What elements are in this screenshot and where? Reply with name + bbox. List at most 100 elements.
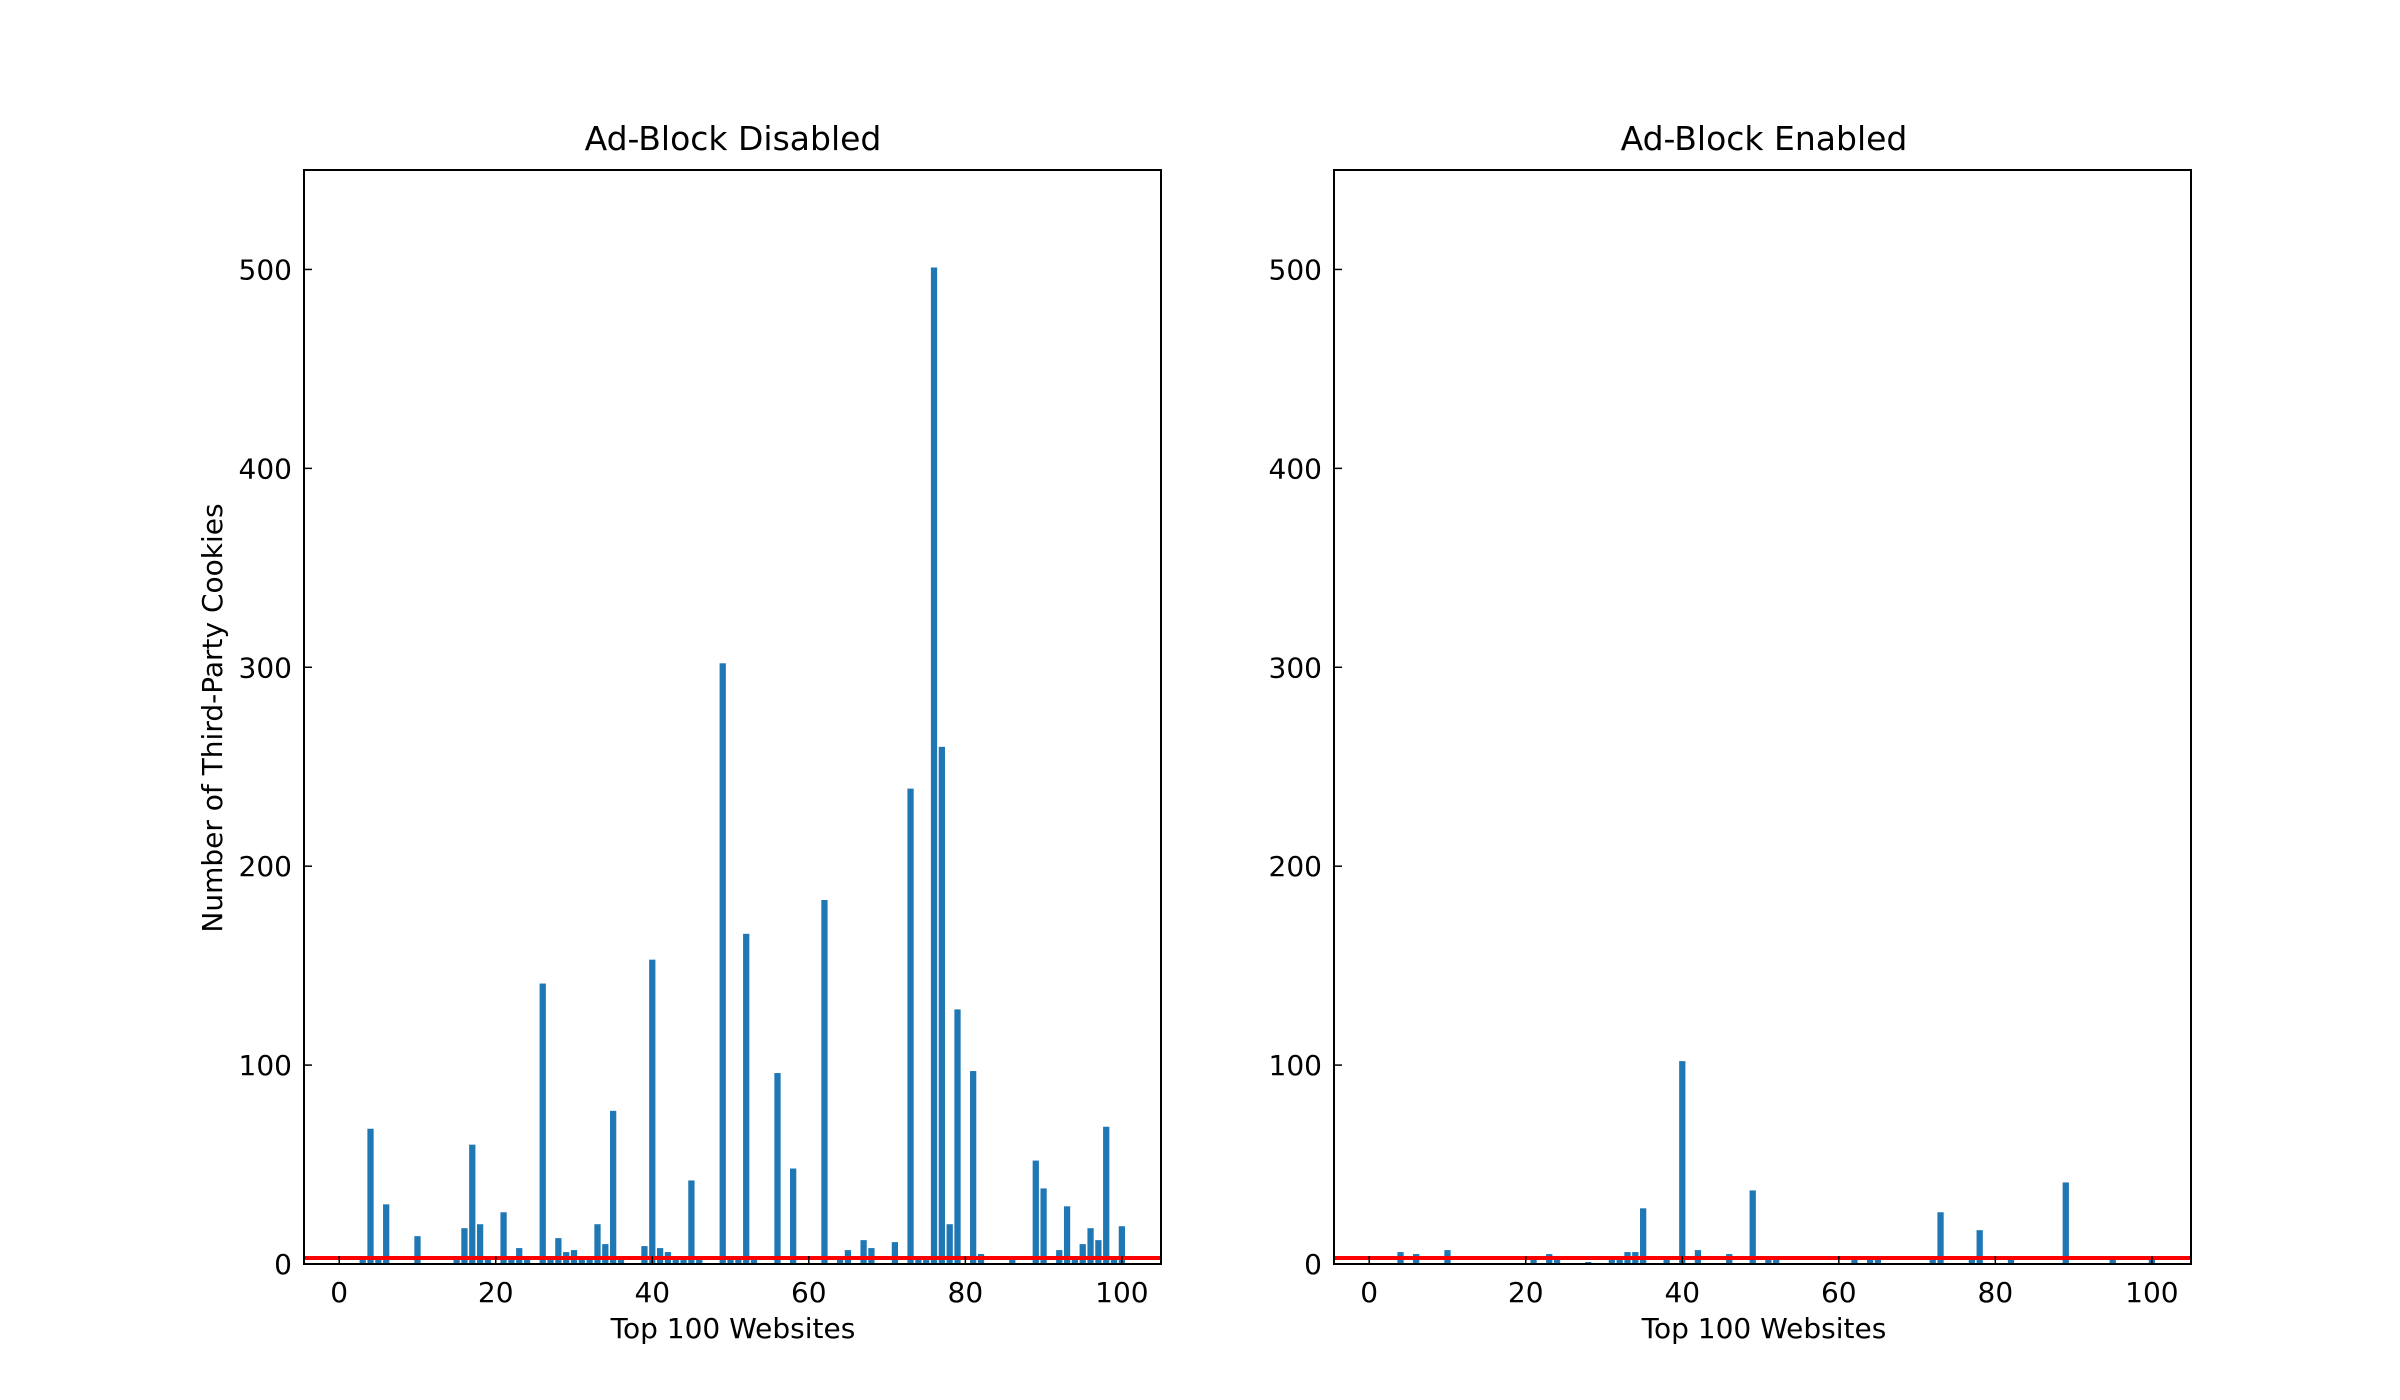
- x-tick-label-40: 40: [634, 1276, 670, 1309]
- y-axis-label: Number of Third-Party Cookies: [196, 503, 229, 932]
- plot-frame: [1333, 169, 2192, 1265]
- y-tick-label-300: 300: [239, 651, 292, 684]
- bar-site-90: [1040, 1188, 1047, 1264]
- bar-site-64: [1866, 1260, 1874, 1264]
- bar-site-32: [586, 1260, 593, 1264]
- bar-site-99: [1110, 1258, 1118, 1264]
- bar-site-10: [414, 1236, 421, 1264]
- bar-site-50: [727, 1258, 734, 1264]
- bar-site-75: [923, 1260, 930, 1264]
- y-tick-label-400: 400: [1269, 452, 1322, 485]
- y-tick-label-0: 0: [274, 1248, 292, 1281]
- bar-site-18: [476, 1224, 484, 1264]
- bar-site-62: [1851, 1260, 1858, 1264]
- bar-site-45: [688, 1180, 695, 1264]
- bar-site-6: [383, 1204, 390, 1264]
- bar-site-73: [907, 788, 914, 1264]
- bar-site-52: [743, 933, 750, 1264]
- bar-site-24: [523, 1260, 531, 1264]
- bar-site-34: [602, 1244, 609, 1264]
- bar-site-19: [484, 1258, 492, 1264]
- bar-site-3: [359, 1260, 366, 1264]
- bar-site-16: [461, 1228, 468, 1264]
- x-tick-label-60: 60: [791, 1276, 827, 1309]
- bar-site-81: [970, 1071, 977, 1264]
- bar-site-64: [836, 1260, 844, 1264]
- bar-site-40: [649, 959, 656, 1264]
- bar-site-44: [680, 1260, 687, 1264]
- bar-site-22: [508, 1260, 515, 1264]
- bar-site-21: [1530, 1260, 1537, 1264]
- bar-site-82: [2007, 1258, 2015, 1264]
- bar-site-15: [453, 1260, 460, 1264]
- x-tick-label-80: 80: [1978, 1276, 2014, 1309]
- bar-site-58: [790, 1168, 797, 1264]
- chart-title: Ad-Block Enabled: [1621, 119, 1908, 158]
- bar-site-98: [1103, 1126, 1110, 1264]
- bar-site-74: [915, 1260, 922, 1264]
- bar-site-36: [617, 1260, 625, 1264]
- plot-frame: [303, 169, 1162, 1265]
- y-tick-label-500: 500: [1269, 253, 1322, 286]
- x-axis-label: Top 100 Websites: [610, 1312, 856, 1345]
- bar-site-76: [930, 267, 938, 1265]
- bar-site-77: [938, 746, 945, 1264]
- bar-site-86: [1009, 1260, 1016, 1264]
- bar-site-97: [1095, 1240, 1102, 1264]
- y-tick-label-300: 300: [1269, 651, 1322, 684]
- y-tick-label-500: 500: [239, 253, 292, 286]
- x-tick-label-20: 20: [478, 1276, 514, 1309]
- bar-site-38: [1663, 1260, 1670, 1264]
- bar-site-71: [891, 1242, 899, 1264]
- bar-site-46: [696, 1260, 703, 1264]
- bar-site-28: [555, 1238, 562, 1264]
- x-tick-label-60: 60: [1821, 1276, 1857, 1309]
- x-tick-label-0: 0: [1360, 1276, 1378, 1309]
- bar-site-100: [1118, 1226, 1125, 1264]
- bar-site-33: [594, 1224, 601, 1264]
- bar-site-79: [954, 1009, 961, 1264]
- bar-site-72: [1929, 1260, 1936, 1264]
- bar-site-67: [860, 1240, 867, 1264]
- chart-ad-block-enabled: Ad-Block Enabled Top 100 Websites 0 20 40 6…: [1269, 119, 2192, 1345]
- bar-site-95: [1079, 1244, 1086, 1264]
- bar-site-5: [375, 1260, 382, 1264]
- y-tick-label-400: 400: [239, 452, 292, 485]
- x-tick-label-40: 40: [1664, 1276, 1700, 1309]
- y-tick-label-200: 200: [239, 850, 292, 883]
- x-axis-ticks: 0 20 40 60 80 100: [1360, 1256, 2179, 1309]
- bar-site-49: [1749, 1190, 1756, 1264]
- bar-site-24: [1553, 1260, 1561, 1264]
- bar-site-32: [1616, 1260, 1623, 1264]
- bar-site-73: [1937, 1212, 1944, 1264]
- bar-site-52: [1773, 1260, 1780, 1264]
- bar-site-89: [1032, 1160, 1039, 1264]
- bar-site-21: [500, 1212, 507, 1264]
- bar-series: [359, 267, 1125, 1265]
- y-tick-label-0: 0: [1304, 1248, 1322, 1281]
- x-tick-label-100: 100: [2125, 1276, 2178, 1309]
- bar-site-78: [1976, 1230, 1983, 1264]
- bar-site-31: [1608, 1260, 1615, 1264]
- x-tick-label-100: 100: [1095, 1276, 1148, 1309]
- bar-site-62: [821, 900, 828, 1264]
- bar-site-35: [1640, 1208, 1647, 1264]
- bar-site-89: [2062, 1182, 2069, 1264]
- x-axis-ticks: 0 20 40 60 80 100: [330, 1256, 1149, 1309]
- chart-ad-block-disabled: Ad-Block Disabled Top 100 Websites Numbe…: [196, 119, 1162, 1345]
- chart-title: Ad-Block Disabled: [585, 119, 882, 158]
- bar-site-51: [735, 1258, 742, 1264]
- bar-site-4: [367, 1128, 374, 1264]
- y-axis-ticks: 0 100 200 300 400 500: [239, 253, 312, 1281]
- bar-site-96: [1087, 1228, 1094, 1264]
- x-tick-label-20: 20: [1508, 1276, 1544, 1309]
- y-tick-label-200: 200: [1269, 850, 1322, 883]
- bar-site-43: [672, 1258, 679, 1264]
- bar-site-56: [774, 1073, 781, 1264]
- y-tick-label-100: 100: [1269, 1049, 1322, 1082]
- bar-site-40: [1679, 1061, 1686, 1264]
- y-tick-label-100: 100: [239, 1049, 292, 1082]
- bar-site-26: [539, 983, 546, 1264]
